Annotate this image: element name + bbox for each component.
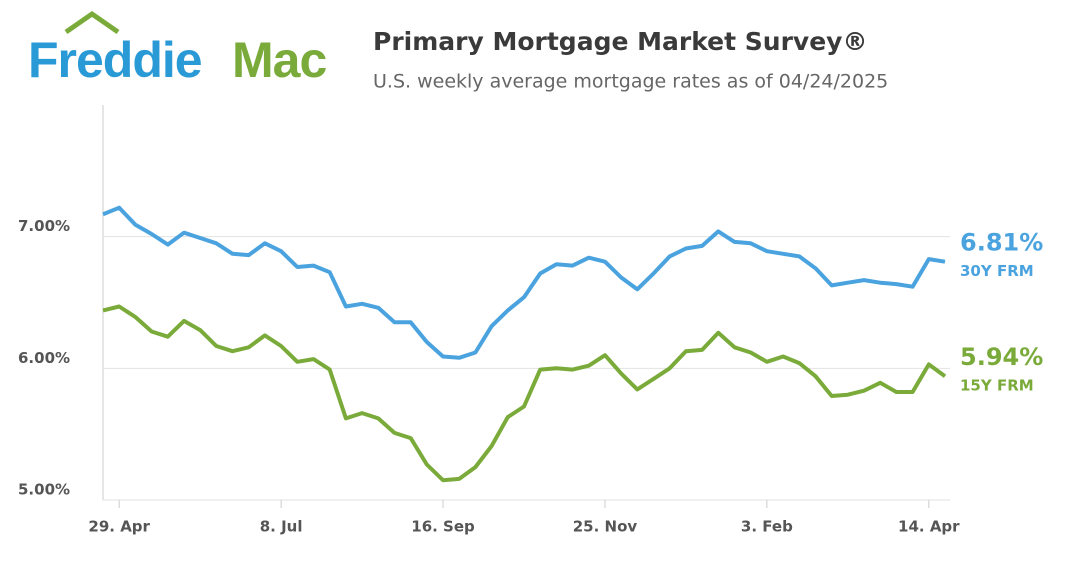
end-value-label: 6.81% bbox=[960, 229, 1043, 257]
legend-label: 30Y FRM bbox=[960, 262, 1034, 280]
chart-title: Primary Mortgage Market Survey® bbox=[373, 27, 867, 56]
series-line bbox=[102, 304, 947, 483]
end-value-label: 5.94% bbox=[960, 343, 1043, 371]
x-tick-label: 8. Jul bbox=[260, 518, 303, 536]
logo-roof bbox=[64, 10, 120, 35]
y-tick-label: 7.00% bbox=[18, 217, 70, 235]
logo-second: Mac bbox=[232, 32, 326, 88]
x-tick-label: 3. Feb bbox=[741, 518, 793, 536]
x-tick-label: 14. Apr bbox=[898, 518, 960, 536]
x-tick-label: 29. Apr bbox=[88, 518, 150, 536]
x-tick-label: 16. Sep bbox=[411, 518, 475, 536]
legend-label: 15Y FRM bbox=[960, 377, 1034, 395]
chart-subtitle: U.S. weekly average mortgage rates as of… bbox=[373, 71, 888, 93]
y-tick-label: 5.00% bbox=[18, 481, 70, 499]
x-tick-label: 25. Nov bbox=[573, 518, 638, 536]
logo-first: Freddie bbox=[28, 32, 202, 88]
series-line bbox=[102, 205, 946, 360]
y-tick-label: 6.00% bbox=[18, 349, 70, 367]
